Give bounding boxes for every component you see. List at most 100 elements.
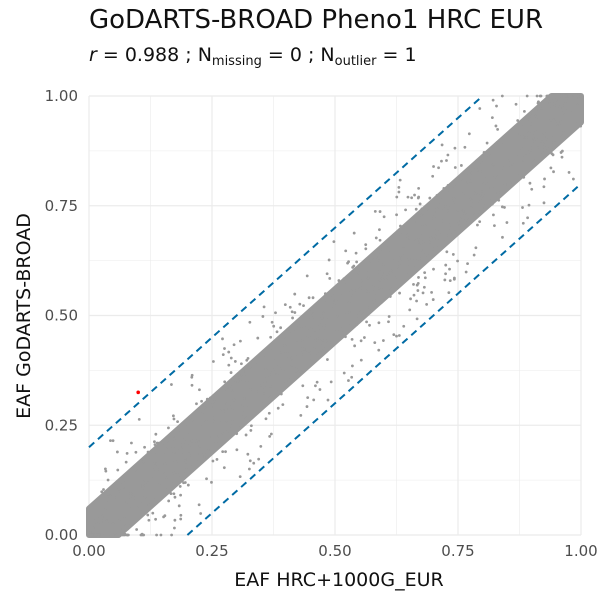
scatter-point bbox=[417, 257, 421, 261]
scatter-point bbox=[456, 209, 460, 212]
scatter-point bbox=[273, 367, 276, 371]
scatter-point bbox=[184, 457, 188, 460]
scatter-point bbox=[408, 308, 412, 312]
scatter-point bbox=[501, 166, 505, 170]
scatter-point bbox=[392, 256, 395, 260]
scatter-point bbox=[205, 477, 208, 481]
scatter-point bbox=[551, 153, 555, 157]
scatter-point bbox=[190, 445, 193, 449]
scatter-point bbox=[115, 450, 119, 454]
scatter-point bbox=[464, 218, 467, 222]
scatter-point bbox=[222, 466, 226, 470]
scatter-point bbox=[491, 182, 494, 186]
scatter-point bbox=[275, 330, 279, 334]
scatter-point bbox=[532, 135, 535, 139]
scatter-point bbox=[456, 259, 459, 263]
scatter-point bbox=[417, 195, 421, 199]
scatter-point bbox=[374, 255, 378, 259]
scatter-point bbox=[299, 370, 303, 373]
scatter-point bbox=[247, 467, 251, 471]
scatter-point bbox=[379, 248, 382, 251]
scatter-point bbox=[295, 352, 299, 356]
scatter-point bbox=[418, 239, 422, 243]
scatter-point bbox=[157, 482, 161, 486]
scatter-point bbox=[178, 485, 182, 488]
scatter-point bbox=[395, 213, 398, 217]
scatter-point bbox=[500, 205, 504, 209]
y-tick-label: 0.75 bbox=[45, 197, 78, 215]
scatter-point bbox=[414, 207, 418, 211]
scatter-point bbox=[487, 155, 491, 159]
scatter-point bbox=[221, 450, 225, 453]
scatter-point bbox=[167, 499, 171, 503]
scatter-point bbox=[428, 196, 432, 200]
scatter-point bbox=[520, 147, 523, 150]
scatter-point bbox=[307, 296, 311, 300]
scatter-point bbox=[543, 177, 546, 181]
scatter-point bbox=[176, 420, 179, 423]
scatter-point bbox=[204, 419, 208, 423]
scatter-point bbox=[442, 219, 445, 223]
scatter-point bbox=[227, 363, 231, 367]
scatter-point bbox=[214, 441, 218, 445]
scatter-point bbox=[436, 243, 439, 247]
scatter-point bbox=[155, 441, 159, 445]
scatter-point bbox=[146, 513, 150, 517]
scatter-point bbox=[503, 206, 506, 209]
scatter-point bbox=[179, 517, 183, 521]
scatter-point bbox=[221, 337, 224, 341]
scatter-point bbox=[559, 120, 563, 123]
scatter-point bbox=[466, 262, 469, 266]
scatter-point bbox=[469, 197, 473, 201]
scatter-point bbox=[249, 388, 253, 392]
scatter-point bbox=[353, 290, 356, 294]
scatter-point bbox=[229, 378, 233, 382]
scatter-point bbox=[364, 243, 368, 247]
scatter-point bbox=[274, 311, 277, 315]
scatter-point bbox=[248, 320, 252, 324]
scatter-point bbox=[420, 234, 424, 238]
scatter-point bbox=[469, 179, 472, 183]
scatter-point bbox=[97, 521, 101, 524]
scatter-point bbox=[423, 271, 427, 275]
scatter-point bbox=[380, 273, 384, 276]
scatter-point bbox=[401, 254, 405, 258]
scatter-point bbox=[308, 352, 311, 355]
scatter-point bbox=[398, 263, 401, 267]
scatter-point bbox=[234, 381, 237, 385]
scatter-point bbox=[433, 249, 437, 253]
scatter-point bbox=[245, 358, 249, 362]
scatter-point bbox=[432, 267, 435, 271]
scatter-point bbox=[376, 281, 380, 284]
scatter-point bbox=[532, 131, 535, 135]
scatter-point bbox=[387, 320, 390, 324]
scatter-point bbox=[534, 114, 538, 118]
scatter-point bbox=[354, 251, 358, 255]
scatter-point bbox=[106, 478, 110, 482]
scatter-point bbox=[422, 285, 426, 289]
scatter-point bbox=[231, 407, 235, 411]
scatter-point bbox=[160, 441, 164, 445]
scatter-point bbox=[225, 402, 228, 406]
scatter-point bbox=[415, 317, 419, 321]
scatter-point bbox=[406, 195, 410, 199]
scatter-point bbox=[408, 236, 411, 240]
scatter-point bbox=[198, 453, 202, 457]
scatter-point bbox=[482, 150, 486, 154]
scatter-point bbox=[496, 191, 500, 194]
scatter-point bbox=[452, 276, 456, 280]
scatter-point bbox=[320, 316, 324, 320]
scatter-point bbox=[286, 328, 289, 332]
scatter-point bbox=[335, 328, 339, 332]
scatter-point bbox=[265, 375, 269, 379]
reference-lines bbox=[88, 95, 582, 536]
scatter-point bbox=[263, 356, 267, 360]
scatter-point bbox=[154, 432, 158, 436]
scatter-point bbox=[242, 370, 245, 373]
scatter-point bbox=[119, 491, 123, 495]
scatter-point bbox=[516, 119, 520, 122]
x-tick-label: 0.00 bbox=[72, 542, 105, 560]
scatter-point bbox=[366, 276, 370, 280]
scatter-point bbox=[388, 295, 392, 298]
scatter-point bbox=[238, 375, 242, 379]
